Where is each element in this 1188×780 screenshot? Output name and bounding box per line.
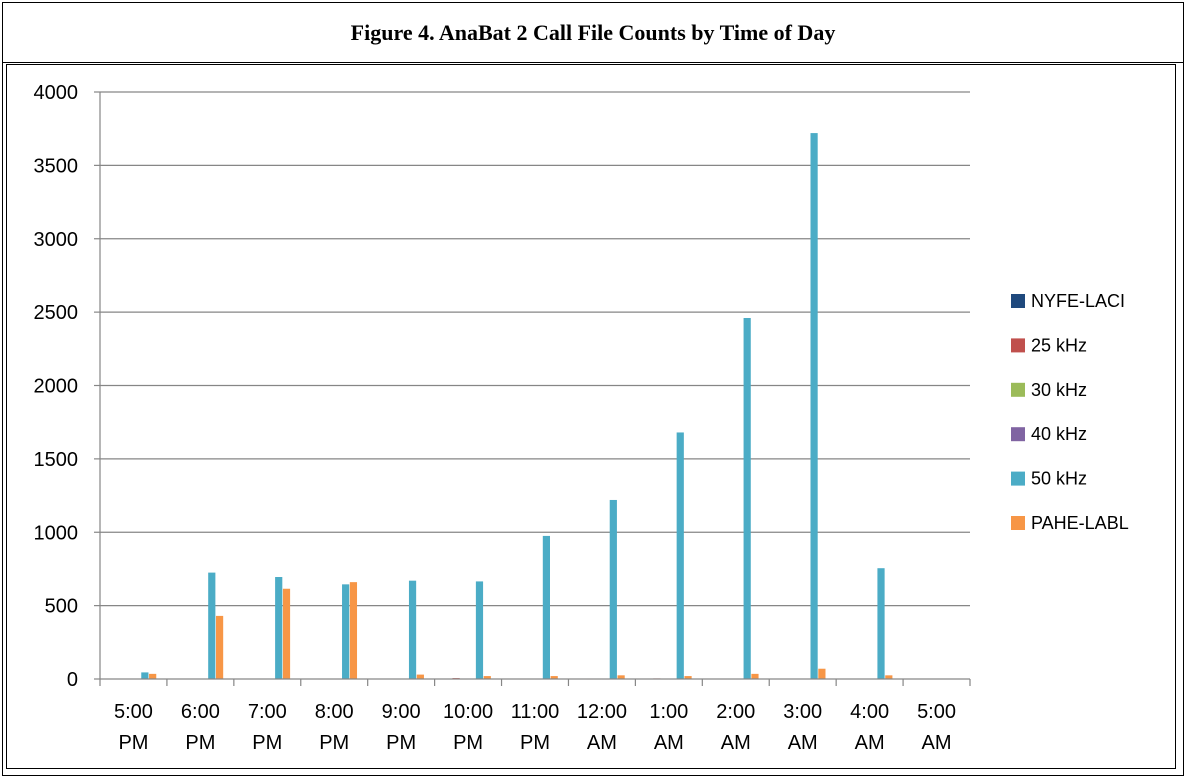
bar: [818, 668, 826, 679]
bars: [141, 133, 893, 680]
chart-title: Figure 4. AnaBat 2 Call File Counts by T…: [350, 19, 836, 45]
y-tick-label: 2500: [34, 302, 79, 324]
x-tick-label: PM: [319, 732, 349, 754]
y-tick-label: 1500: [34, 449, 79, 471]
x-tick-label: AM: [721, 732, 751, 754]
x-tick-label: 6:00: [181, 701, 220, 723]
x-tick-label: 11:00: [511, 701, 560, 723]
x-tick-label: 3:00: [783, 701, 822, 723]
legend-swatch: [1011, 516, 1025, 530]
x-tick-label: 1:00: [649, 701, 688, 723]
x-tick-label: AM: [587, 732, 617, 754]
bar: [885, 675, 893, 679]
x-tick-label: PM: [520, 732, 550, 754]
x-tick-label: AM: [922, 732, 952, 754]
legend: NYFE-LACI 25 kHz 30 kHz 40 kHz 50 kHz PAHE-LA…: [1011, 291, 1129, 533]
bar: [282, 588, 291, 679]
bar: [676, 432, 684, 679]
x-tick-label: AM: [788, 732, 818, 754]
x-tick-label: 5:00: [114, 701, 153, 723]
legend-swatch: [1011, 471, 1025, 486]
bar: [542, 535, 550, 679]
x-tick-label: AM: [855, 732, 885, 754]
y-tick-label: 4000: [34, 82, 79, 104]
x-tick-label: 7:00: [248, 701, 287, 723]
legend-label: NYFE-LACI: [1031, 291, 1125, 311]
bar: [416, 674, 424, 679]
bar: [141, 672, 149, 679]
y-tick-label: 2000: [34, 376, 79, 398]
x-tick-label: 8:00: [315, 701, 354, 723]
y-tick-label: 1000: [34, 522, 79, 544]
legend-label: 50 kHz: [1031, 469, 1087, 489]
bar: [751, 673, 759, 679]
legend-label: 30 kHz: [1031, 380, 1087, 400]
bar: [483, 676, 491, 679]
legend-swatch: [1011, 427, 1025, 442]
x-tick-label: 2:00: [716, 701, 755, 723]
x-tick-label: PM: [252, 732, 282, 754]
bar: [215, 615, 224, 679]
x-tick-label: PM: [386, 732, 416, 754]
y-tick-label: 500: [45, 596, 78, 618]
gridlines: [100, 91, 970, 607]
legend-swatch: [1011, 338, 1025, 353]
y-tick-label: 3000: [34, 229, 79, 251]
bar: [475, 581, 484, 679]
x-tick-label: 4:00: [850, 701, 889, 723]
title-bar: Figure 4. AnaBat 2 Call File Counts by T…: [3, 3, 1183, 63]
bar: [617, 675, 625, 679]
y-tick-label: 0: [67, 669, 78, 691]
legend-label: PAHE-LABL: [1031, 513, 1129, 533]
bar: [550, 676, 558, 679]
axes: 0 500 1000 1500 2000 2500 3000 3500 4000 5:00 PM 6:…: [34, 82, 971, 754]
x-tick-label: 12:00: [577, 701, 627, 723]
legend-label: 40 kHz: [1031, 424, 1087, 444]
x-tick-label: PM: [453, 732, 483, 754]
bar: [743, 317, 751, 679]
legend-swatch: [1011, 382, 1025, 397]
legend-label: 25 kHz: [1031, 335, 1087, 355]
bar: [149, 673, 157, 679]
x-tick-label: AM: [654, 732, 684, 754]
x-tick-label: 10:00: [443, 701, 493, 723]
bar: [349, 582, 358, 679]
bar: [684, 676, 692, 679]
x-tick-label: 5:00: [917, 701, 956, 723]
bar: [342, 584, 350, 679]
bar: [877, 568, 885, 679]
bar: [275, 577, 283, 679]
legend-swatch: [1011, 294, 1025, 308]
bar: [208, 572, 216, 679]
x-tick-label: 9:00: [382, 701, 421, 723]
y-tick-label: 3500: [34, 155, 79, 177]
x-tick-label: PM: [118, 732, 148, 754]
x-tick-label: PM: [185, 732, 215, 754]
bar: [408, 580, 417, 679]
bar: [609, 499, 617, 679]
plot-panel: [6, 64, 1176, 769]
bar: [810, 133, 818, 680]
